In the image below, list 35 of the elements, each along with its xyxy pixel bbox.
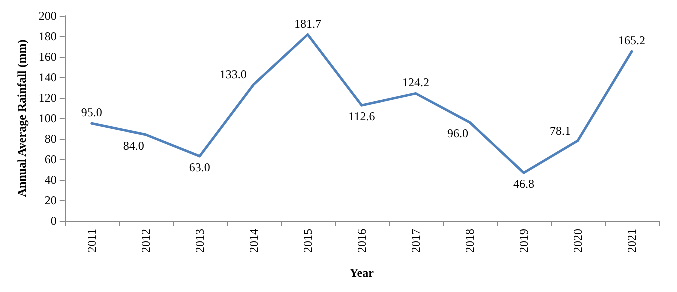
- x-tick-label: 2019: [516, 229, 531, 253]
- x-tick-label: 2017: [408, 229, 423, 253]
- y-axis-title: Annual Average Rainfall (mm): [15, 40, 29, 198]
- data-label: 165.2: [618, 34, 646, 48]
- data-label: 46.8: [513, 177, 534, 192]
- x-tick-label: 2021: [624, 229, 639, 253]
- y-tick-label: 60: [44, 152, 57, 166]
- data-label: 95.0: [81, 106, 102, 120]
- y-tick-label: 20: [44, 194, 57, 208]
- data-label: 133.0: [220, 68, 247, 82]
- x-tick-label: 2014: [246, 229, 261, 253]
- x-tick-label: 2018: [462, 229, 477, 253]
- y-tick-label: 0: [50, 214, 57, 228]
- data-label: 84.0: [123, 138, 144, 153]
- x-tick-label: 2011: [84, 229, 99, 253]
- y-tick-label: 80: [44, 132, 57, 146]
- y-tick-label: 100: [38, 112, 57, 126]
- y-tick-label: 40: [44, 173, 57, 187]
- data-label: 78.1: [550, 124, 571, 138]
- data-label: 63.0: [189, 160, 210, 174]
- x-tick-label: 2020: [570, 229, 585, 253]
- x-tick-label: 2016: [354, 229, 369, 253]
- x-tick-label: 2015: [300, 229, 315, 253]
- y-tick-label: 200: [38, 9, 57, 23]
- data-label: 181.7: [294, 16, 322, 31]
- y-tick-label: 180: [38, 30, 57, 44]
- y-tick-label: 160: [38, 50, 57, 64]
- data-label: 112.6: [348, 110, 376, 124]
- x-tick-label: 2013: [192, 229, 207, 253]
- data-label: 124.2: [402, 76, 430, 90]
- x-tick-label: 2012: [138, 229, 153, 253]
- y-tick-label: 120: [38, 91, 57, 105]
- data-label: 96.0: [447, 126, 468, 141]
- x-axis-title: Year: [350, 266, 375, 280]
- y-tick-label: 140: [38, 70, 57, 84]
